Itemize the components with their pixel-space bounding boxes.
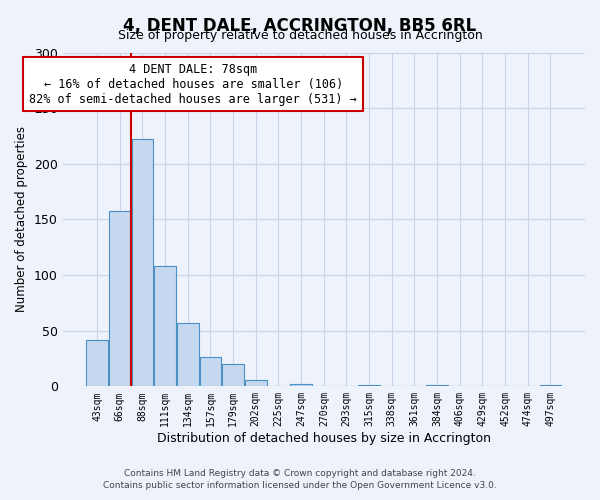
Bar — [427, 385, 448, 386]
Bar — [223, 364, 244, 386]
Bar — [290, 384, 312, 386]
Bar — [200, 358, 221, 386]
Bar — [132, 140, 153, 386]
Bar — [177, 323, 199, 386]
Text: Contains HM Land Registry data © Crown copyright and database right 2024.
Contai: Contains HM Land Registry data © Crown c… — [103, 468, 497, 490]
Y-axis label: Number of detached properties: Number of detached properties — [16, 126, 28, 312]
Bar — [86, 340, 108, 386]
Bar — [245, 380, 266, 386]
Text: 4 DENT DALE: 78sqm
← 16% of detached houses are smaller (106)
82% of semi-detach: 4 DENT DALE: 78sqm ← 16% of detached hou… — [29, 62, 357, 106]
Bar — [358, 385, 380, 386]
Text: 4, DENT DALE, ACCRINGTON, BB5 6RL: 4, DENT DALE, ACCRINGTON, BB5 6RL — [124, 18, 476, 36]
Text: Size of property relative to detached houses in Accrington: Size of property relative to detached ho… — [118, 29, 482, 42]
Bar — [109, 210, 131, 386]
Bar — [540, 385, 561, 386]
X-axis label: Distribution of detached houses by size in Accrington: Distribution of detached houses by size … — [157, 432, 491, 445]
Bar — [154, 266, 176, 386]
